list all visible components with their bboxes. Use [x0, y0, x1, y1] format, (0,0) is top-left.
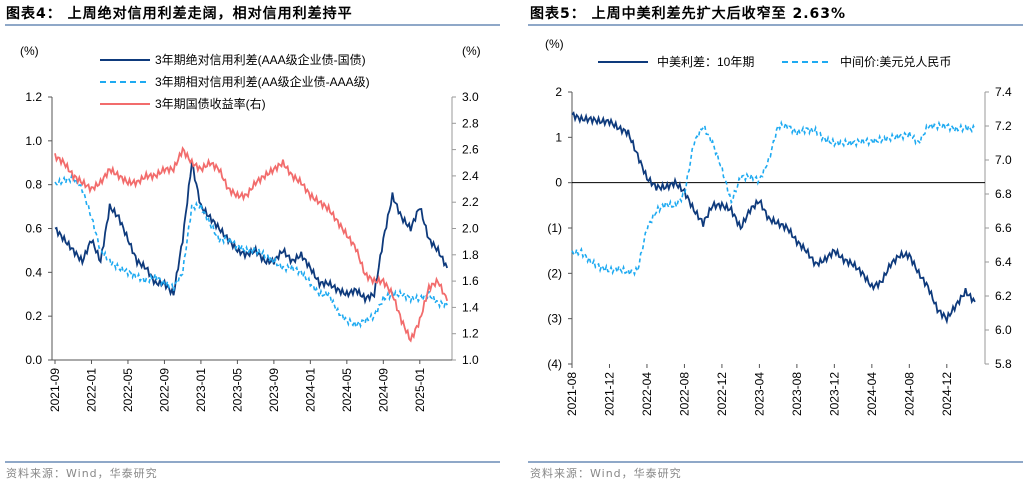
y-right-tick-label: 6.6: [995, 221, 1012, 235]
x-tick-label: 2021-08: [565, 372, 579, 416]
x-tick-label: 2024-04: [865, 372, 879, 416]
x-tick-label: 2022-12: [715, 372, 729, 416]
y-right-tick-label: 2.4: [462, 169, 479, 183]
legend-label-0: 3年期绝对信用利差(AAA级企业债-国债): [155, 52, 366, 67]
y-tick-label: (4): [547, 357, 562, 371]
y-right-tick-label: 1.2: [462, 327, 479, 341]
series-line-2: [54, 146, 449, 343]
y-right-tick-label: 2.2: [462, 195, 479, 209]
y-right-tick-label: 7.0: [995, 153, 1012, 167]
y-tick-label: 0.0: [25, 353, 42, 367]
series-line-0: [571, 111, 976, 325]
y-tick-label: 1.0: [25, 134, 42, 148]
y-right-tick-label: 1.6: [462, 274, 479, 288]
chart1-source: 资料来源：Wind，华泰研究: [6, 467, 158, 480]
legend-label-1: 中间价:美元兑人民币: [840, 54, 951, 69]
chart2-title: 图表5： 上周中美利差先扩大后收窄至 2.63%: [530, 6, 847, 22]
x-tick-label: 2024-01: [303, 368, 317, 412]
footer-divider: [528, 461, 1023, 463]
y-tick-label: 0.2: [25, 309, 42, 323]
legend-label-1: 3年期相对信用利差(AA级企业债-AAA级): [155, 74, 370, 89]
chart2-source: 资料来源：Wind，华泰研究: [530, 467, 682, 480]
y-right-tick-label: 2.6: [462, 143, 479, 157]
x-tick-label: 2023-09: [267, 368, 281, 412]
y-right-tick-label: 3.0: [462, 90, 479, 104]
y-right-tick-label: 1.0: [462, 353, 479, 367]
x-tick-label: 2023-12: [827, 372, 841, 416]
y-right-tick-label: 7.4: [995, 85, 1012, 99]
y-tick-label: (3): [547, 312, 562, 326]
x-tick-label: 2022-08: [677, 372, 691, 416]
y-tick-label: 0.4: [25, 265, 42, 279]
x-tick-label: 2022-01: [84, 368, 98, 412]
y-right-tick-label: 1.8: [462, 248, 479, 262]
series-line-1: [571, 119, 976, 278]
y-tick-label: 0: [555, 176, 562, 190]
x-tick-label: 2023-05: [230, 368, 244, 412]
y-tick-label: (1): [547, 221, 562, 235]
y-tick-label: 1: [555, 130, 562, 144]
y-right-tick-label: 6.2: [995, 289, 1012, 303]
y-right-tick-label: 6.0: [995, 323, 1012, 337]
right-axis-unit: (%): [462, 44, 481, 58]
y-right-tick-label: 1.4: [462, 300, 479, 314]
x-tick-label: 2025-01: [413, 368, 427, 412]
x-tick-label: 2023-04: [752, 372, 766, 416]
x-tick-label: 2023-08: [790, 372, 804, 416]
y-right-tick-label: 6.4: [995, 255, 1012, 269]
footer-divider: [5, 461, 500, 463]
legend-label-0: 中美利差：10年期: [657, 54, 754, 69]
chart1-title: 图表4： 上周绝对信用利差走阔，相对信用利差持平: [6, 6, 353, 22]
y-tick-label: (2): [547, 266, 562, 280]
y-right-tick-label: 2.8: [462, 116, 479, 130]
y-tick-label: 0.8: [25, 178, 42, 192]
legend-label-2: 3年期国债收益率(右): [155, 96, 266, 111]
x-tick-label: 2021-09: [48, 368, 62, 412]
y-right-tick-label: 6.8: [995, 187, 1012, 201]
x-tick-label: 2022-04: [640, 372, 654, 416]
y-right-tick-label: 2.0: [462, 222, 479, 236]
left-axis-unit: (%): [20, 44, 39, 58]
left-axis-unit: (%): [545, 37, 564, 51]
y-tick-label: 1.2: [25, 90, 42, 104]
series-line-1: [54, 173, 448, 330]
x-tick-label: 2024-12: [940, 372, 954, 416]
title-divider: [5, 24, 500, 26]
y-tick-label: 0.6: [25, 222, 42, 236]
title-divider: [528, 24, 1023, 26]
x-tick-label: 2024-09: [376, 368, 390, 412]
x-tick-label: 2021-12: [602, 372, 616, 416]
y-right-tick-label: 5.8: [995, 357, 1012, 371]
x-tick-label: 2024-08: [902, 372, 916, 416]
y-right-tick-label: 7.2: [995, 119, 1012, 133]
x-tick-label: 2022-09: [157, 368, 171, 412]
x-tick-label: 2024-05: [340, 368, 354, 412]
y-tick-label: 2: [555, 85, 562, 99]
x-tick-label: 2022-05: [121, 368, 135, 412]
x-tick-label: 2023-01: [194, 368, 208, 412]
series-line-0: [54, 160, 449, 305]
